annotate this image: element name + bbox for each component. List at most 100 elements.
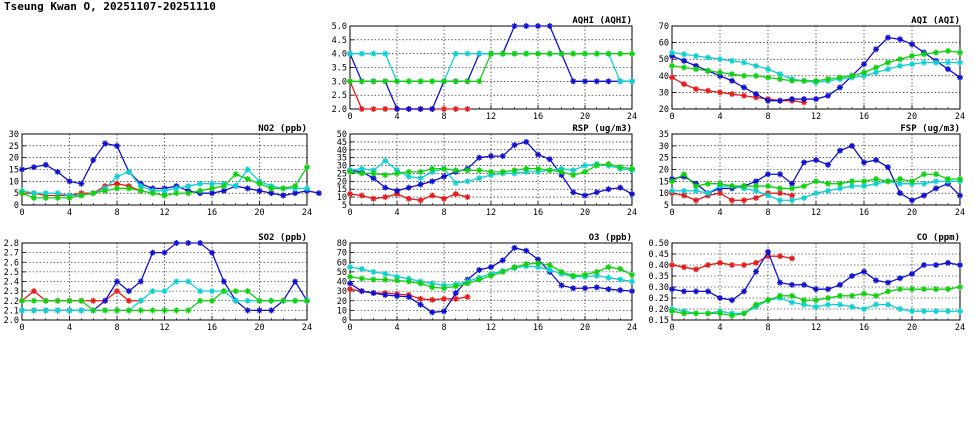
data-point (90, 307, 97, 314)
data-point (861, 268, 867, 275)
data-point (777, 253, 783, 260)
data-point (358, 265, 365, 272)
data-point (885, 288, 891, 295)
data-point (370, 290, 377, 297)
chart-aqi: 20 30 40 50 60 70 0 4 8 12 16 20 24 AQI (AQI) (659, 16, 965, 122)
data-point (693, 66, 699, 73)
data-point (897, 306, 903, 312)
data-point (114, 173, 120, 180)
data-point (394, 292, 400, 299)
y-tick-label: 2.2 (4, 297, 19, 307)
data-point (681, 51, 687, 58)
data-point (185, 240, 192, 246)
data-point (765, 297, 771, 304)
data-point (268, 185, 275, 192)
data-point (488, 153, 494, 160)
data-point (558, 172, 565, 179)
data-point (370, 195, 377, 202)
data-point (789, 77, 795, 84)
data-point (114, 185, 120, 192)
data-point (873, 175, 879, 182)
data-point (629, 288, 635, 295)
data-point (945, 66, 951, 73)
data-point (185, 183, 192, 190)
data-point (137, 278, 144, 285)
data-point (729, 91, 735, 98)
data-point (909, 270, 915, 277)
data-point (717, 56, 723, 63)
data-point (957, 59, 963, 66)
y-tick-label: 25 (659, 154, 669, 164)
data-point (405, 293, 412, 300)
data-point (304, 297, 310, 304)
data-point (801, 96, 807, 103)
data-point (873, 64, 879, 71)
data-point (693, 52, 699, 59)
data-point (232, 297, 239, 304)
data-point (837, 74, 843, 81)
y-tick-label: 2.4 (4, 278, 19, 288)
data-point (173, 278, 180, 285)
data-point (813, 96, 819, 103)
data-point (125, 168, 132, 175)
data-point (292, 183, 299, 190)
y-tick-label: 25 (9, 142, 19, 152)
data-point (825, 295, 831, 301)
data-point (417, 197, 424, 204)
data-point (511, 244, 518, 251)
data-point (558, 268, 565, 275)
data-point (669, 187, 675, 194)
data-point (933, 286, 939, 293)
data-point (347, 190, 353, 197)
data-point (464, 50, 471, 57)
x-tick-label: 8 (441, 208, 446, 218)
data-point (885, 279, 891, 286)
data-point (945, 286, 951, 293)
data-point (789, 180, 795, 187)
data-point (137, 307, 144, 314)
data-point (358, 165, 365, 172)
data-point (861, 159, 867, 166)
y-tick-label: 40 (659, 72, 669, 82)
data-point (441, 165, 447, 172)
data-point (546, 156, 553, 163)
x-tick-label: 12 (811, 323, 821, 333)
data-point (558, 50, 565, 57)
data-point (244, 185, 251, 192)
data-point (617, 78, 624, 85)
data-point (464, 167, 471, 174)
data-point (268, 307, 275, 314)
y-tick-label: 2.3 (4, 287, 19, 297)
data-point (825, 76, 831, 83)
data-point (789, 299, 795, 306)
data-point (669, 178, 675, 185)
data-point (765, 248, 771, 255)
data-point (256, 180, 263, 187)
data-point (429, 168, 436, 175)
data-point (78, 297, 85, 304)
data-point (825, 187, 831, 194)
data-point (861, 306, 867, 312)
y-tick-label: 35 (337, 154, 347, 164)
data-point (382, 276, 389, 283)
data-point (765, 97, 771, 104)
series-0 (669, 253, 795, 273)
data-point (464, 280, 471, 287)
data-point (717, 310, 723, 317)
data-point (476, 276, 483, 283)
data-point (921, 308, 927, 315)
x-tick-label: 16 (859, 112, 869, 122)
data-point (268, 297, 275, 304)
data-point (741, 84, 747, 91)
data-point (729, 57, 735, 64)
data-point (617, 164, 624, 171)
x-tick-label: 16 (533, 112, 543, 122)
plot-frame (21, 242, 308, 321)
data-point (681, 57, 687, 64)
y-tick-label: 0.15 (649, 316, 669, 326)
data-point (149, 288, 156, 295)
data-point (185, 278, 192, 285)
data-point (593, 268, 600, 275)
data-point (488, 172, 494, 179)
data-point (801, 281, 807, 288)
